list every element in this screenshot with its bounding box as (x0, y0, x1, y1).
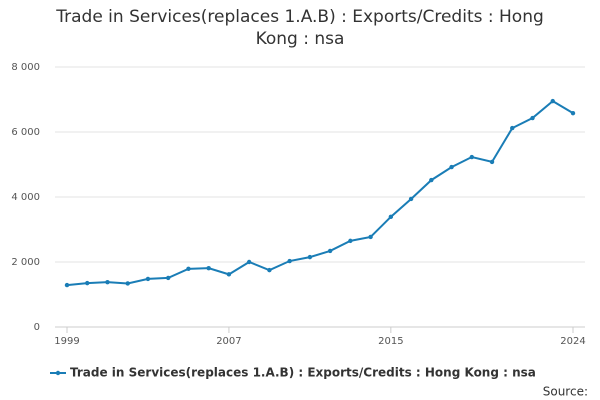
point (206, 265, 211, 271)
point (287, 258, 292, 264)
point (186, 266, 191, 272)
y-tick-label: 2 000 (11, 257, 40, 268)
x-tick-label: 2024 (560, 336, 585, 347)
point (489, 159, 495, 165)
x-tick-label: 1999 (54, 336, 79, 347)
y-tick-label: 4 000 (11, 192, 40, 203)
point (530, 115, 535, 121)
source: Source: (543, 385, 588, 399)
x-tick-label: 2015 (378, 336, 403, 347)
point (64, 282, 70, 288)
x-tick-label: 2007 (216, 336, 241, 347)
point (125, 281, 130, 286)
point (145, 276, 151, 282)
point (429, 177, 434, 183)
point (307, 254, 313, 260)
point (388, 214, 394, 220)
point (348, 238, 353, 244)
point (510, 125, 515, 131)
point (570, 110, 576, 116)
y-tick-label: 6 000 (11, 127, 40, 138)
legend-point (55, 370, 61, 376)
point (368, 234, 373, 240)
point (469, 154, 474, 160)
point (408, 196, 414, 202)
point (327, 248, 333, 254)
point (226, 272, 232, 277)
chart-title: Trade in Services(replaces 1.A.B) : Expo… (56, 7, 544, 49)
y-tick-label: 0 (34, 322, 40, 333)
point (267, 267, 272, 273)
point (550, 98, 555, 104)
line (66, 99, 574, 287)
point (105, 279, 110, 285)
point (246, 259, 252, 265)
point (449, 164, 454, 170)
legend-label: Trade in Services(replaces 1.A.B) : Expo… (70, 366, 536, 380)
y-tick-label: 8 000 (11, 62, 40, 73)
point (166, 275, 171, 281)
point (85, 280, 90, 286)
